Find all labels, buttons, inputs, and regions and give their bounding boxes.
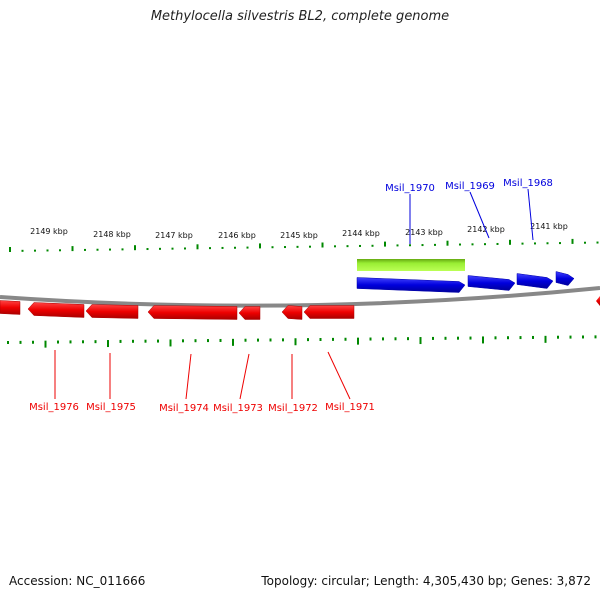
accession-text: Accession: NC_011666 <box>9 574 146 588</box>
gene-label: Msil_1972 <box>268 403 318 414</box>
forward-gene-arrow <box>516 273 554 289</box>
gene-leader-line <box>185 353 192 400</box>
tick-label: 2147 kbp <box>155 231 193 240</box>
forward-gene-labels: Msil_1970 Msil_1969 Msil_1968 <box>385 178 553 244</box>
reverse-gene-labels: Msil_1976 Msil_1975 Msil_1974 Msil_1973 Msil… <box>29 350 375 414</box>
tick-label: 2146 kbp <box>218 231 256 240</box>
tick-label: 2144 kbp <box>342 229 380 238</box>
tick-labels: 2149 kbp 2148 kbp 2147 kbp 2146 kbp 2145 kbp… <box>30 222 568 240</box>
gene-label: Msil_1970 <box>385 183 435 194</box>
genome-title: Methylocella silvestris BL2, complete ge… <box>150 9 450 24</box>
reverse-gene-arrow <box>85 304 139 319</box>
gene-label: Msil_1975 <box>86 402 136 413</box>
gene-label: Msil_1974 <box>159 403 209 414</box>
genome-summary-text: Topology: circular; Length: 4,305,430 bp… <box>261 574 591 588</box>
tick-label: 2143 kbp <box>405 228 443 237</box>
tick-label: 2141 kbp <box>530 222 568 231</box>
gene-label: Msil_1968 <box>503 178 553 189</box>
forward-gene-arrow <box>555 271 575 286</box>
forward-gene-arrow <box>467 275 516 291</box>
tick-row-bottom <box>7 335 597 348</box>
reverse-gene-arrow <box>0 300 21 315</box>
reverse-gene-arrow <box>147 305 238 320</box>
gene-leader-line <box>469 191 490 239</box>
gene-label: Msil_1969 <box>445 181 495 192</box>
gene-label: Msil_1976 <box>29 402 79 413</box>
tick-label: 2149 kbp <box>30 227 68 236</box>
genome-backbone <box>0 286 600 308</box>
gene-leader-line <box>527 188 534 241</box>
reverse-gene-arrow <box>27 302 85 318</box>
reverse-gene-arrow <box>238 306 261 320</box>
gene-leader-line <box>327 351 351 400</box>
tick-label: 2145 kbp <box>280 231 318 240</box>
forward-gene-arrow <box>356 277 466 293</box>
gene-label: Msil_1973 <box>213 403 263 414</box>
reverse-gene-arrow <box>303 305 355 319</box>
gene-label: Msil_1971 <box>325 402 375 413</box>
gene-leader-line <box>239 353 250 400</box>
reverse-gene-arrow <box>281 305 303 320</box>
feature-bar <box>357 259 465 271</box>
tick-label: 2148 kbp <box>93 230 131 239</box>
reverse-gene-arrow <box>596 296 600 306</box>
tick-row-top <box>9 238 599 252</box>
forward-genes <box>356 271 575 293</box>
reverse-genes <box>0 296 600 320</box>
